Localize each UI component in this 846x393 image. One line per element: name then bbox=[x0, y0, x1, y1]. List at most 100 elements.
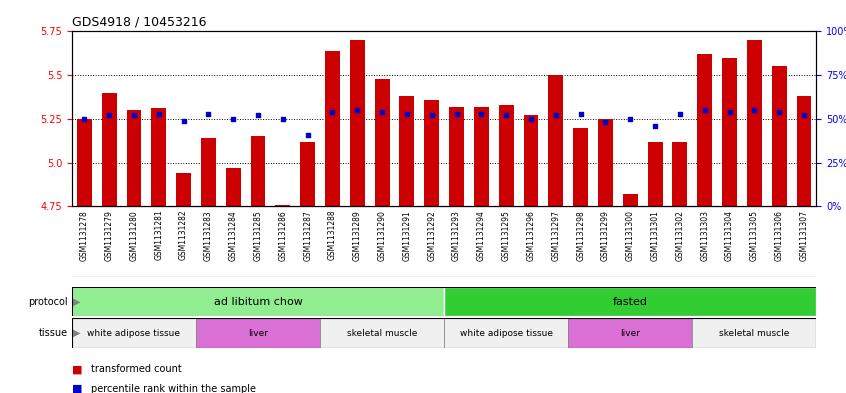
Text: GSM1131284: GSM1131284 bbox=[228, 210, 238, 261]
Text: GSM1131293: GSM1131293 bbox=[452, 210, 461, 261]
Text: GSM1131279: GSM1131279 bbox=[105, 210, 113, 261]
Text: GSM1131301: GSM1131301 bbox=[651, 210, 660, 261]
Text: GSM1131281: GSM1131281 bbox=[154, 210, 163, 261]
Point bbox=[400, 110, 414, 117]
Point bbox=[499, 112, 513, 119]
Point bbox=[475, 110, 488, 117]
Text: GSM1131278: GSM1131278 bbox=[80, 210, 89, 261]
Text: GSM1131288: GSM1131288 bbox=[328, 210, 337, 261]
Text: GSM1131287: GSM1131287 bbox=[303, 210, 312, 261]
Bar bbox=[548, 75, 563, 206]
Text: transformed count: transformed count bbox=[91, 364, 181, 375]
Point bbox=[276, 116, 289, 122]
Bar bbox=[276, 205, 290, 206]
Point bbox=[78, 116, 91, 122]
Bar bbox=[697, 54, 712, 206]
Bar bbox=[102, 93, 117, 206]
Text: ▶: ▶ bbox=[73, 297, 80, 307]
Point bbox=[599, 119, 613, 125]
Bar bbox=[524, 116, 538, 206]
Text: GSM1131292: GSM1131292 bbox=[427, 210, 437, 261]
Point bbox=[698, 107, 711, 113]
Text: ad libitum chow: ad libitum chow bbox=[213, 297, 303, 307]
Text: GSM1131290: GSM1131290 bbox=[377, 210, 387, 261]
Bar bbox=[201, 138, 216, 206]
Bar bbox=[325, 51, 340, 206]
Bar bbox=[375, 79, 389, 206]
Point bbox=[350, 107, 364, 113]
Text: GSM1131297: GSM1131297 bbox=[552, 210, 560, 261]
Text: liver: liver bbox=[248, 329, 268, 338]
Text: GSM1131294: GSM1131294 bbox=[477, 210, 486, 261]
Bar bbox=[250, 136, 266, 206]
Text: GSM1131305: GSM1131305 bbox=[750, 210, 759, 261]
Bar bbox=[722, 58, 737, 206]
Point bbox=[201, 110, 215, 117]
Point bbox=[772, 109, 786, 115]
Text: GSM1131280: GSM1131280 bbox=[129, 210, 139, 261]
Bar bbox=[226, 168, 240, 206]
Bar bbox=[692, 318, 816, 348]
Point bbox=[549, 112, 563, 119]
Text: GSM1131286: GSM1131286 bbox=[278, 210, 288, 261]
Point bbox=[227, 116, 240, 122]
Point bbox=[251, 112, 265, 119]
Point bbox=[722, 109, 736, 115]
Text: GSM1131303: GSM1131303 bbox=[700, 210, 709, 261]
Text: GSM1131285: GSM1131285 bbox=[254, 210, 262, 261]
Bar bbox=[72, 318, 196, 348]
Text: GSM1131289: GSM1131289 bbox=[353, 210, 362, 261]
Point bbox=[574, 110, 587, 117]
Point bbox=[648, 123, 662, 129]
Text: white adipose tissue: white adipose tissue bbox=[459, 329, 552, 338]
Point bbox=[797, 112, 810, 119]
Point bbox=[425, 112, 438, 119]
Bar bbox=[474, 107, 489, 206]
Text: GSM1131298: GSM1131298 bbox=[576, 210, 585, 261]
Text: GSM1131306: GSM1131306 bbox=[775, 210, 783, 261]
Point bbox=[152, 110, 166, 117]
Bar bbox=[444, 318, 569, 348]
Bar bbox=[176, 173, 191, 206]
Text: ■: ■ bbox=[72, 364, 86, 375]
Bar bbox=[350, 40, 365, 206]
Bar bbox=[127, 110, 141, 206]
Text: GSM1131299: GSM1131299 bbox=[601, 210, 610, 261]
Text: skeletal muscle: skeletal muscle bbox=[719, 329, 789, 338]
Text: ▶: ▶ bbox=[73, 328, 80, 338]
Text: GSM1131291: GSM1131291 bbox=[403, 210, 411, 261]
Bar bbox=[196, 318, 320, 348]
Point bbox=[450, 110, 464, 117]
Text: GSM1131295: GSM1131295 bbox=[502, 210, 511, 261]
Text: GSM1131296: GSM1131296 bbox=[526, 210, 536, 261]
Bar bbox=[648, 141, 662, 206]
Bar bbox=[72, 287, 444, 316]
Text: percentile rank within the sample: percentile rank within the sample bbox=[91, 384, 255, 393]
Point bbox=[102, 112, 116, 119]
Point bbox=[326, 109, 339, 115]
Text: GSM1131300: GSM1131300 bbox=[626, 210, 634, 261]
Text: GDS4918 / 10453216: GDS4918 / 10453216 bbox=[72, 16, 206, 29]
Text: fasted: fasted bbox=[613, 297, 648, 307]
Bar bbox=[499, 105, 514, 206]
Text: GSM1131282: GSM1131282 bbox=[179, 210, 188, 261]
Text: tissue: tissue bbox=[39, 328, 68, 338]
Bar bbox=[673, 141, 687, 206]
Point bbox=[624, 116, 637, 122]
Bar bbox=[569, 318, 692, 348]
Text: white adipose tissue: white adipose tissue bbox=[87, 329, 180, 338]
Bar bbox=[449, 107, 464, 206]
Text: GSM1131283: GSM1131283 bbox=[204, 210, 213, 261]
Text: GSM1131304: GSM1131304 bbox=[725, 210, 734, 261]
Point bbox=[525, 116, 538, 122]
Bar bbox=[77, 119, 91, 206]
Point bbox=[673, 110, 687, 117]
Bar bbox=[574, 128, 588, 206]
Text: protocol: protocol bbox=[28, 297, 68, 307]
Bar bbox=[623, 194, 638, 206]
Bar bbox=[425, 100, 439, 206]
Bar bbox=[747, 40, 761, 206]
Text: GSM1131307: GSM1131307 bbox=[799, 210, 809, 261]
Text: GSM1131302: GSM1131302 bbox=[675, 210, 684, 261]
Bar bbox=[444, 287, 816, 316]
